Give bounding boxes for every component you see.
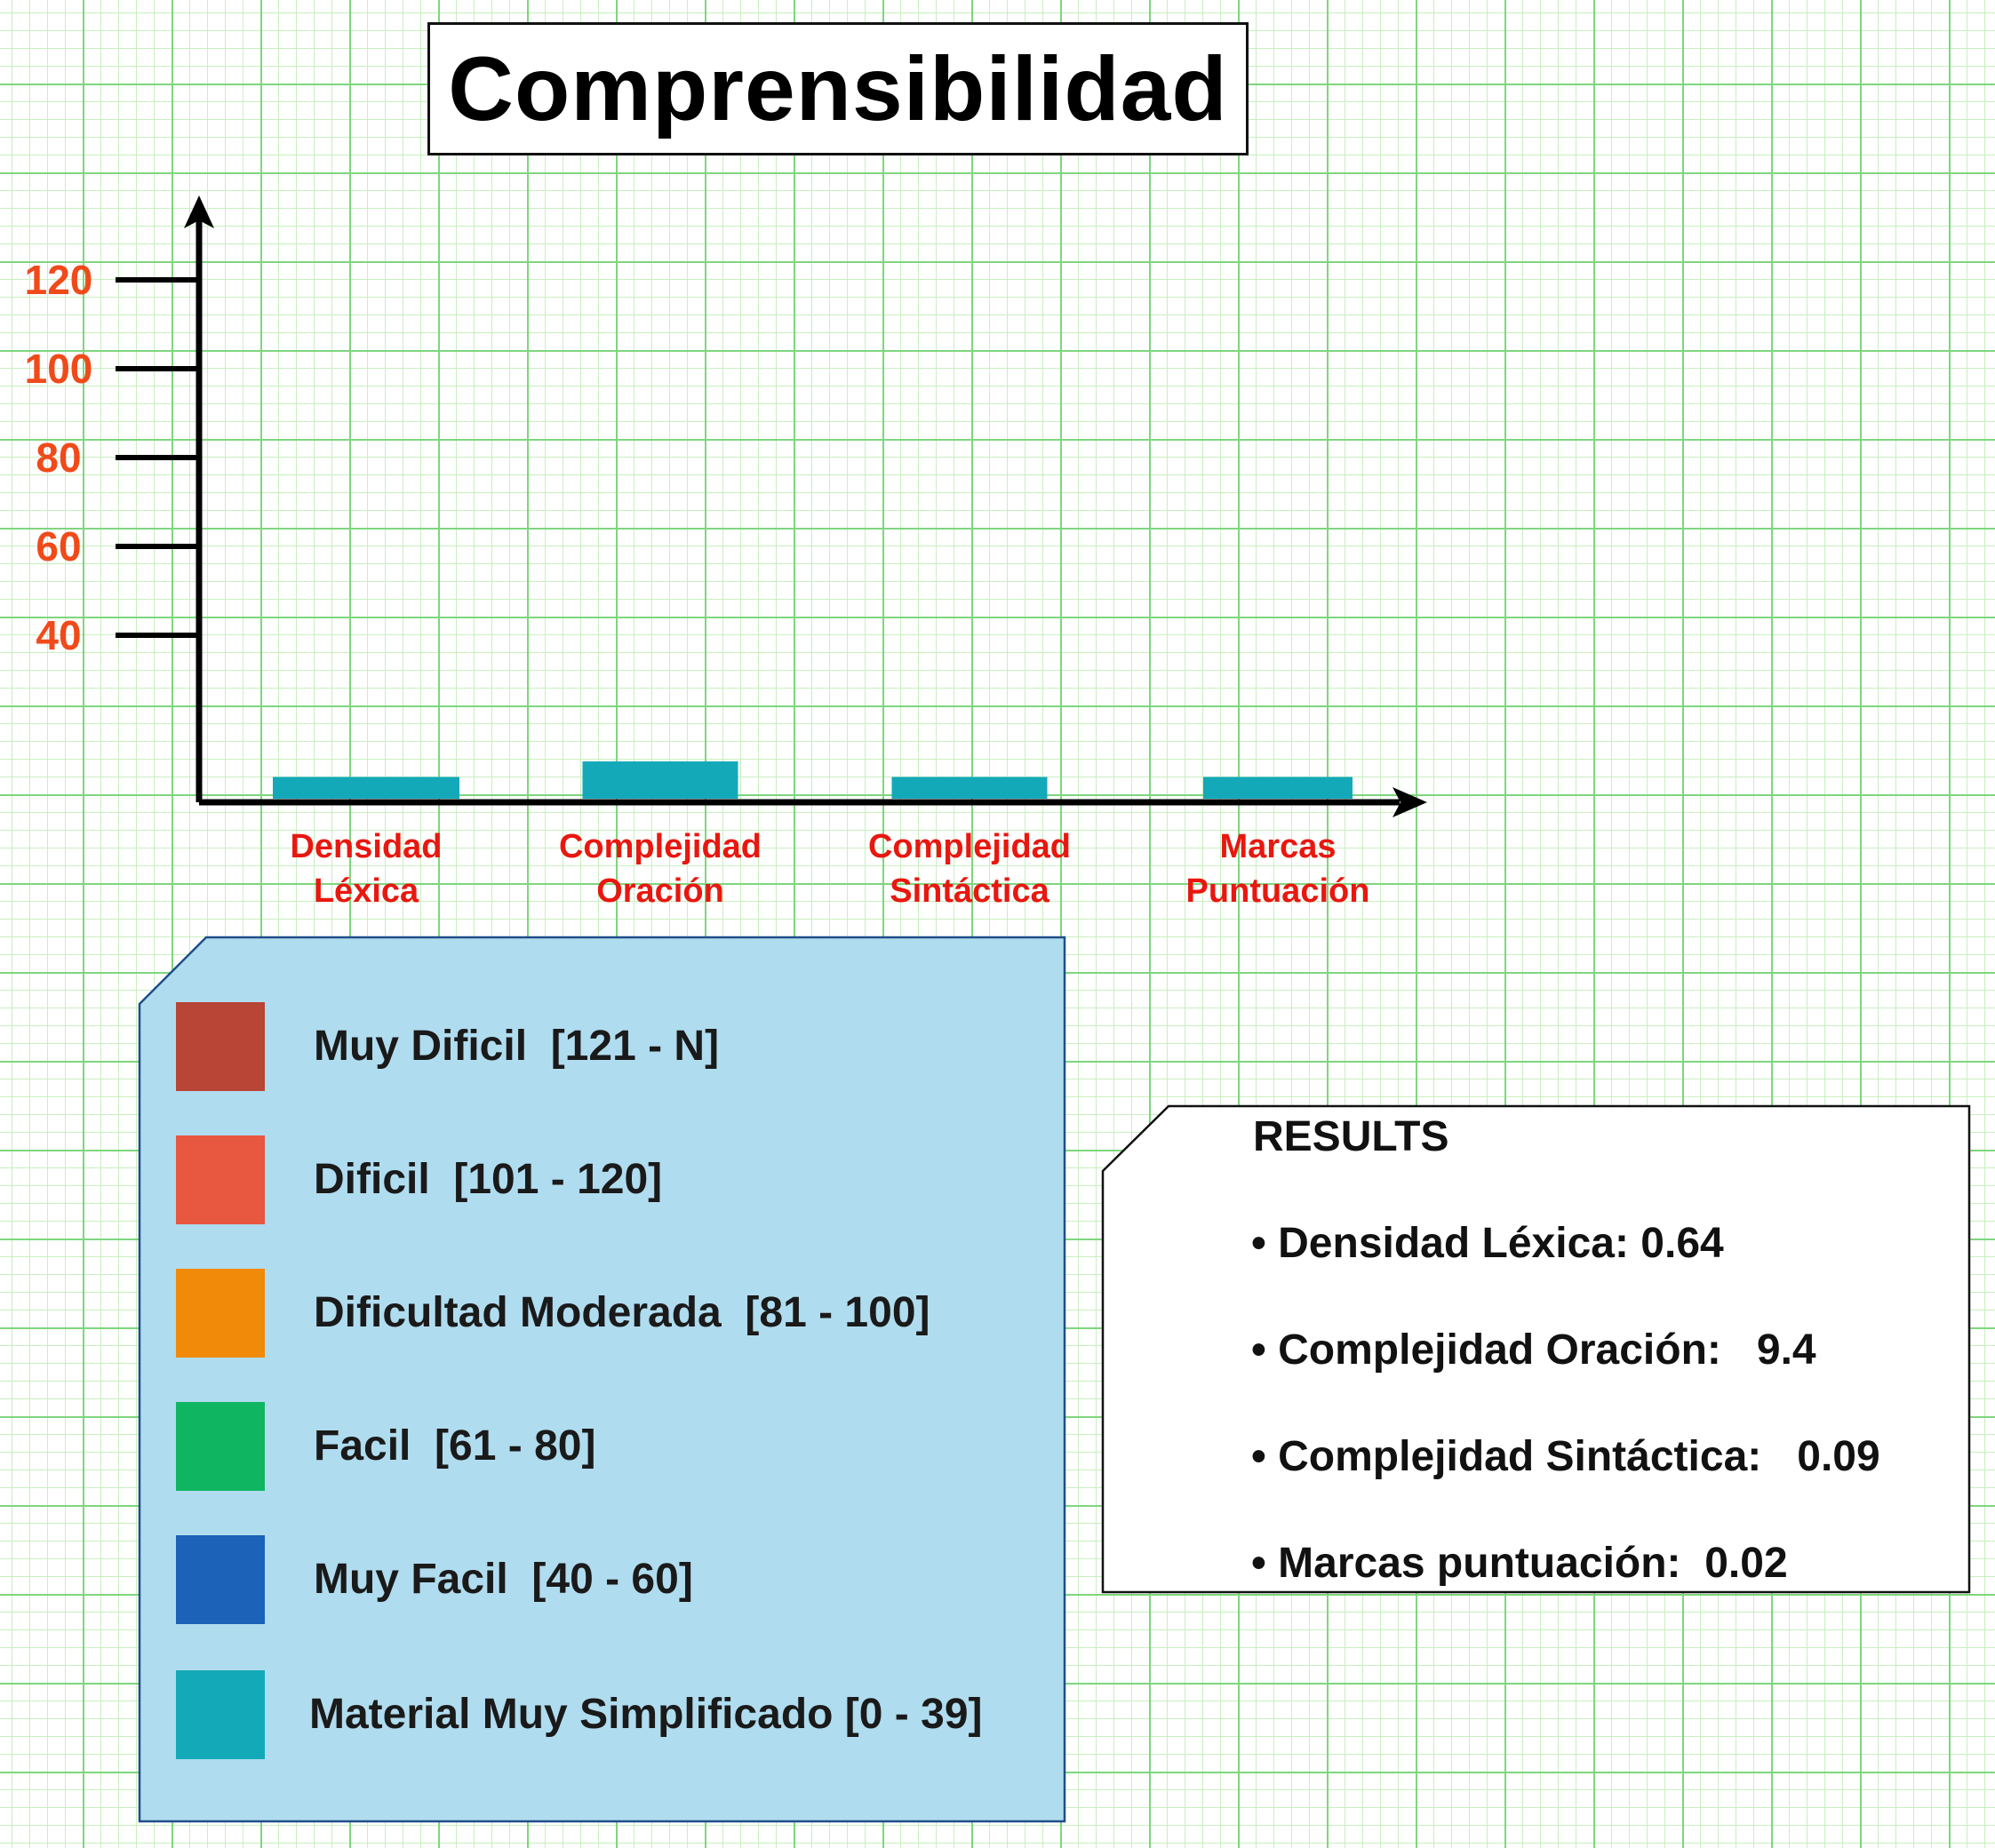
x-axis-labels: Densidad Léxica Complejidad Oración Compleji… — [290, 828, 1369, 910]
x-tick-label: Complejidad — [868, 828, 1071, 865]
legend-swatch — [176, 1002, 265, 1091]
chart-axes — [184, 195, 1427, 817]
x-axis-arrowhead — [1393, 787, 1427, 817]
x-tick-label: Complejidad — [559, 828, 762, 865]
y-tick-label: 120 — [25, 257, 93, 303]
bar-chart: 40 60 80 100 120 Densidad Léxica Complejidad Or… — [25, 195, 1427, 910]
legend-label: Muy Dificil [121 - N] — [314, 1023, 720, 1070]
bar-series — [273, 761, 1353, 799]
y-tick-label: 80 — [36, 434, 81, 481]
x-tick-label: Puntuación — [1186, 872, 1370, 910]
legend-label: Dificultad Moderada [81 - 100] — [314, 1289, 930, 1336]
results-item: • Complejidad Sintáctica: 0.09 — [1251, 1433, 1880, 1480]
legend-swatch — [176, 1535, 265, 1624]
legend-swatch — [176, 1402, 265, 1491]
bar — [273, 777, 459, 799]
y-axis-arrowhead — [184, 195, 214, 228]
results-item: • Densidad Léxica: 0.64 — [1251, 1220, 1724, 1267]
legend-swatch — [176, 1135, 265, 1224]
chart-title-box: Comprensibilidad — [427, 22, 1249, 155]
x-tick-label: Marcas — [1220, 828, 1337, 865]
bar — [891, 777, 1048, 799]
x-tick-label: Oración — [596, 872, 724, 910]
legend-swatch — [176, 1670, 265, 1759]
y-tick-label: 100 — [25, 346, 93, 392]
x-tick-label: Sintáctica — [890, 872, 1049, 910]
results-title: RESULTS — [1253, 1113, 1449, 1160]
chart-title: Comprensibilidad — [448, 37, 1228, 139]
y-tick-label: 40 — [36, 612, 81, 658]
legend-label: Muy Facil [40 - 60] — [314, 1556, 693, 1603]
bar — [582, 761, 738, 799]
x-tick-label: Densidad — [290, 828, 442, 865]
legend-label: Dificil [101 - 120] — [314, 1156, 663, 1203]
legend-label: Material Muy Simplificado [0 - 39] — [309, 1691, 983, 1738]
results-item: • Marcas puntuación: 0.02 — [1251, 1540, 1788, 1587]
legend-label: Facil [61 - 80] — [314, 1422, 596, 1470]
bar — [1203, 777, 1353, 799]
x-tick-label: Léxica — [314, 872, 419, 910]
results-item: • Complejidad Oración: 9.4 — [1251, 1326, 1816, 1374]
y-tick-label: 60 — [36, 523, 81, 570]
legend-swatch — [176, 1269, 265, 1358]
y-axis-ticks: 40 60 80 100 120 — [25, 257, 199, 658]
